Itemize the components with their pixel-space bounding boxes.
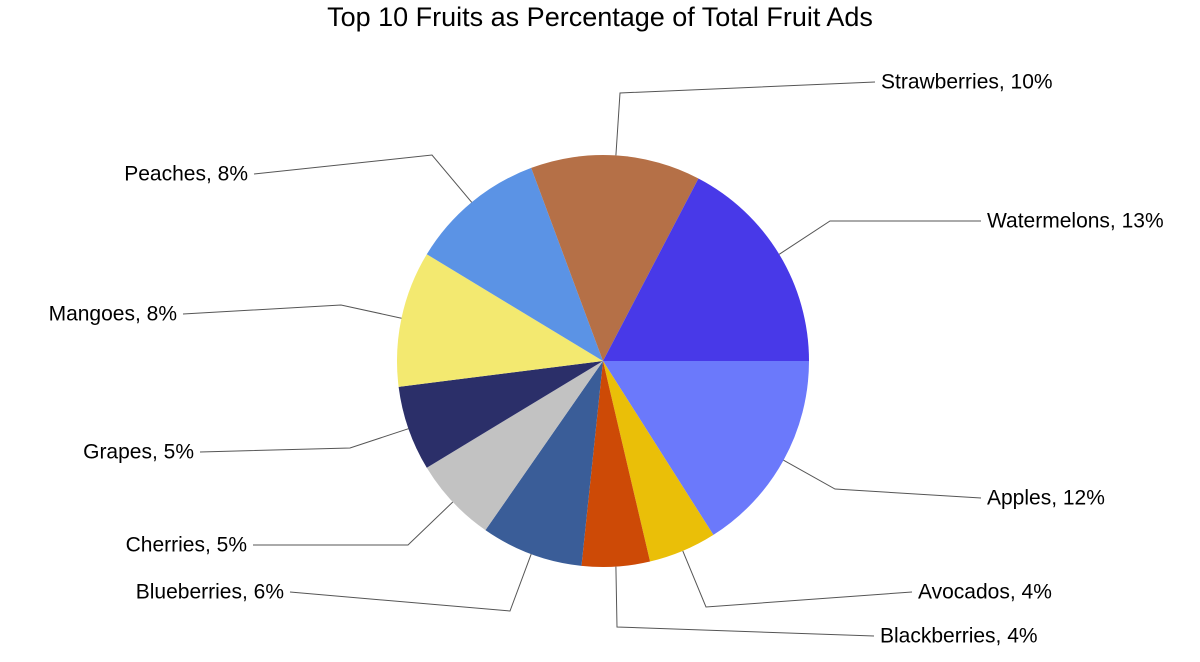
leader-line-peaches: [253, 154, 473, 203]
leader-lines: [182, 81, 982, 637]
leader-line-mangoes: [182, 304, 402, 319]
slice-blueberries: [485, 361, 603, 566]
slice-label-blueberries: Blueberries, 6%: [136, 581, 284, 604]
leader-line-avocados: [682, 550, 913, 608]
slice-peaches: [426, 167, 603, 361]
leader-line-apples: [783, 459, 982, 499]
leader-line-blackberries: [615, 566, 875, 637]
slice-label-blackberries: Blackberries, 4%: [880, 625, 1038, 648]
slice-label-avocados: Avocados, 4%: [918, 581, 1052, 604]
slice-apples: [603, 361, 809, 535]
slice-label-grapes: Grapes, 5%: [83, 441, 194, 464]
leader-line-cherries: [253, 501, 454, 546]
leader-line-strawberries: [615, 81, 876, 156]
slice-avocados: [603, 361, 714, 562]
slice-watermelons: [603, 178, 809, 361]
slice-label-cherries: Cherries, 5%: [126, 534, 247, 557]
slice-blackberries: [581, 361, 651, 567]
slice-label-apples: Apples, 12%: [987, 487, 1105, 510]
slice-label-mangoes: Mangoes, 8%: [49, 303, 177, 326]
slice-strawberries: [531, 154, 699, 361]
pie-slices: [396, 154, 809, 567]
slice-grapes: [398, 361, 603, 468]
slice-label-peaches: Peaches, 8%: [124, 163, 248, 186]
slice-label-strawberries: Strawberries, 10%: [881, 71, 1053, 94]
slice-cherries: [426, 361, 603, 531]
leader-line-watermelons: [778, 220, 981, 255]
slice-mangoes: [396, 254, 603, 387]
slice-labels: Apples, 12% Avocados, 4% Blackberries, 4% B…: [49, 71, 1164, 648]
leader-line-grapes: [199, 428, 409, 453]
chart-title: Top 10 Fruits as Percentage of Total Fru…: [327, 2, 873, 32]
leader-line-blueberries: [289, 553, 532, 612]
slice-label-watermelons: Watermelons, 13%: [987, 210, 1164, 233]
